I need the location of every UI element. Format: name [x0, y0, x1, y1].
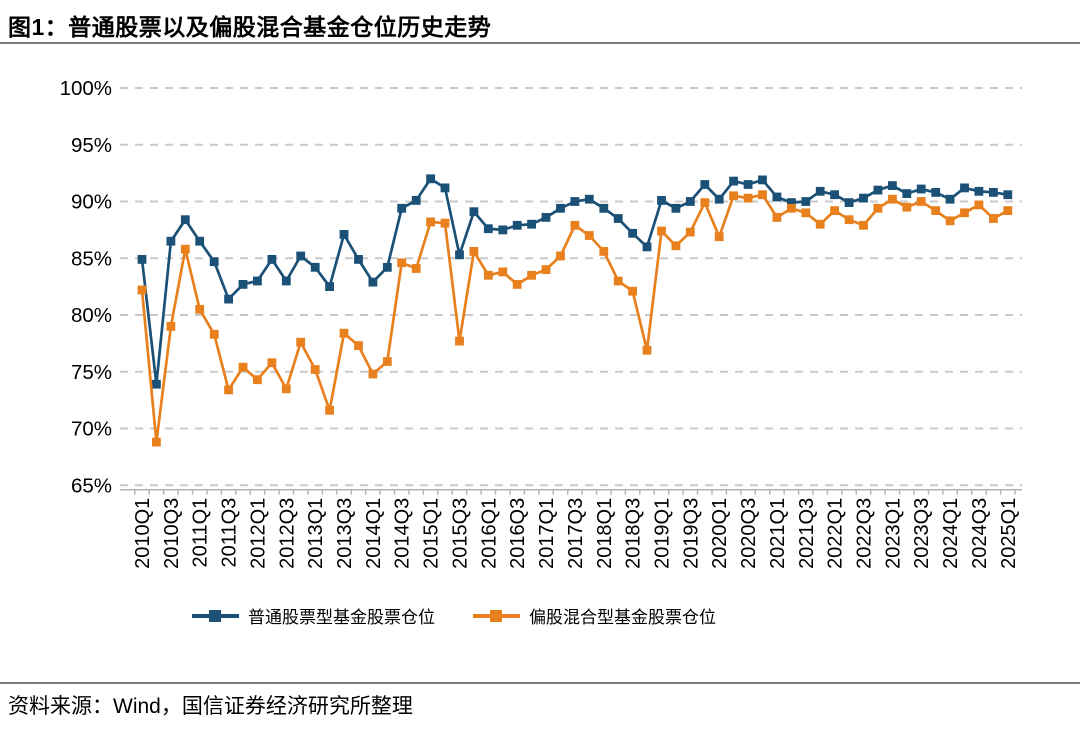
svg-text:75%: 75% — [71, 361, 112, 384]
svg-text:2021Q1: 2021Q1 — [767, 498, 789, 569]
svg-text:2023Q1: 2023Q1 — [882, 498, 904, 569]
legend-item-hybrid: 偏股混合型基金股票仓位 — [473, 603, 716, 628]
svg-text:2010Q3: 2010Q3 — [161, 498, 183, 569]
svg-text:2011Q3: 2011Q3 — [219, 498, 241, 568]
legend-item-common-stock: 普通股票型基金股票仓位 — [192, 603, 435, 628]
svg-text:2014Q3: 2014Q3 — [392, 498, 414, 569]
svg-text:2024Q1: 2024Q1 — [940, 498, 962, 569]
svg-text:2016Q3: 2016Q3 — [507, 498, 529, 569]
title-divider — [0, 42, 1080, 44]
source-note: 资料来源：Wind，国信证券经济研究所整理 — [8, 695, 413, 718]
svg-text:2019Q1: 2019Q1 — [651, 498, 673, 569]
svg-text:100%: 100% — [60, 77, 112, 100]
legend-marker-hybrid-icon — [473, 609, 520, 623]
svg-text:2015Q3: 2015Q3 — [449, 498, 471, 569]
svg-text:80%: 80% — [71, 304, 112, 327]
svg-text:2019Q3: 2019Q3 — [680, 498, 702, 569]
svg-text:2021Q3: 2021Q3 — [796, 498, 818, 569]
svg-text:2014Q1: 2014Q1 — [363, 498, 385, 569]
figure-title: 图1：普通股票以及偏股混合基金仓位历史走势 — [8, 14, 492, 40]
legend: 普通股票型基金股票仓位 偏股混合型基金股票仓位 — [0, 603, 908, 628]
svg-text:70%: 70% — [71, 418, 112, 441]
svg-text:2022Q3: 2022Q3 — [854, 498, 876, 569]
svg-text:2011Q1: 2011Q1 — [190, 498, 212, 568]
svg-text:2020Q3: 2020Q3 — [738, 498, 760, 569]
svg-text:2013Q3: 2013Q3 — [334, 498, 356, 569]
svg-text:2012Q1: 2012Q1 — [247, 498, 269, 569]
svg-text:2015Q1: 2015Q1 — [421, 498, 443, 569]
legend-marker-common-stock-icon — [192, 609, 239, 623]
svg-text:2017Q3: 2017Q3 — [565, 498, 587, 569]
legend-label-hybrid: 偏股混合型基金股票仓位 — [529, 608, 716, 627]
svg-text:2016Q1: 2016Q1 — [478, 498, 500, 569]
footer-divider — [0, 682, 1080, 684]
svg-text:90%: 90% — [71, 191, 112, 214]
svg-text:2025Q1: 2025Q1 — [998, 498, 1020, 569]
svg-text:95%: 95% — [71, 134, 112, 157]
svg-text:2022Q1: 2022Q1 — [825, 498, 847, 569]
legend-label-common-stock: 普通股票型基金股票仓位 — [248, 608, 435, 627]
svg-text:2017Q1: 2017Q1 — [536, 498, 558, 569]
svg-text:2013Q1: 2013Q1 — [305, 498, 327, 569]
svg-text:65%: 65% — [71, 474, 112, 497]
svg-text:2024Q3: 2024Q3 — [969, 498, 991, 569]
svg-text:2012Q3: 2012Q3 — [276, 498, 298, 569]
svg-text:2020Q1: 2020Q1 — [709, 498, 731, 569]
svg-text:85%: 85% — [71, 247, 112, 270]
svg-text:2018Q1: 2018Q1 — [594, 498, 616, 569]
svg-text:2010Q1: 2010Q1 — [132, 498, 154, 569]
svg-text:2018Q3: 2018Q3 — [623, 498, 645, 569]
svg-text:2023Q3: 2023Q3 — [911, 498, 933, 569]
